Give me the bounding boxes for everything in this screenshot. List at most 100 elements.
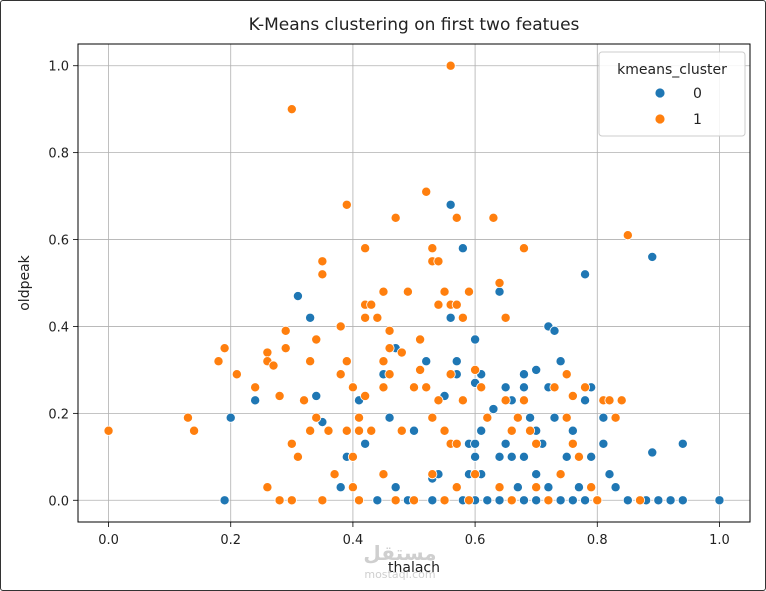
data-point-cluster-1 bbox=[525, 425, 536, 436]
data-point-cluster-1 bbox=[360, 390, 371, 401]
data-point-cluster-1 bbox=[494, 482, 505, 493]
data-point-cluster-1 bbox=[390, 212, 401, 223]
data-point-cluster-0 bbox=[470, 438, 481, 449]
data-point-cluster-0 bbox=[518, 382, 529, 393]
data-point-cluster-0 bbox=[372, 495, 383, 506]
data-point-cluster-1 bbox=[274, 495, 285, 506]
data-point-cluster-0 bbox=[610, 482, 621, 493]
data-point-cluster-1 bbox=[384, 325, 395, 336]
data-point-cluster-1 bbox=[372, 312, 383, 323]
data-point-cluster-1 bbox=[347, 482, 358, 493]
data-point-cluster-0 bbox=[561, 451, 572, 462]
data-point-cluster-1 bbox=[354, 425, 365, 436]
data-point-cluster-1 bbox=[500, 395, 511, 406]
watermark-text: مستقل bbox=[363, 541, 436, 565]
data-point-cluster-0 bbox=[219, 495, 230, 506]
y-axis-title: oldpeak bbox=[17, 254, 33, 310]
data-point-cluster-0 bbox=[512, 482, 523, 493]
data-point-cluster-1 bbox=[561, 412, 572, 423]
data-point-cluster-0 bbox=[421, 356, 432, 367]
data-point-cluster-1 bbox=[341, 425, 352, 436]
x-tick-label: 0.6 bbox=[465, 533, 486, 548]
data-point-cluster-0 bbox=[543, 482, 554, 493]
data-point-cluster-0 bbox=[445, 312, 456, 323]
data-point-cluster-0 bbox=[518, 451, 529, 462]
data-point-cluster-1 bbox=[182, 412, 193, 423]
data-point-cluster-0 bbox=[476, 425, 487, 436]
y-tick-label: 1.0 bbox=[48, 60, 69, 75]
data-point-cluster-1 bbox=[286, 495, 297, 506]
data-point-cluster-0 bbox=[567, 495, 578, 506]
x-tick-label: 0.4 bbox=[343, 533, 364, 548]
data-point-cluster-1 bbox=[567, 438, 578, 449]
data-point-cluster-1 bbox=[103, 425, 114, 436]
data-point-cluster-1 bbox=[543, 495, 554, 506]
data-point-cluster-1 bbox=[311, 334, 322, 345]
data-point-cluster-1 bbox=[445, 60, 456, 71]
data-point-cluster-1 bbox=[518, 243, 529, 254]
data-point-cluster-1 bbox=[457, 395, 468, 406]
data-point-cluster-1 bbox=[451, 438, 462, 449]
data-point-cluster-1 bbox=[280, 325, 291, 336]
data-point-cluster-0 bbox=[567, 425, 578, 436]
x-tick-label: 1.0 bbox=[709, 533, 730, 548]
data-point-cluster-0 bbox=[653, 495, 664, 506]
data-point-cluster-1 bbox=[189, 425, 200, 436]
data-point-cluster-0 bbox=[555, 356, 566, 367]
data-point-cluster-1 bbox=[604, 395, 615, 406]
data-point-cluster-0 bbox=[250, 395, 261, 406]
data-point-cluster-1 bbox=[378, 286, 389, 297]
data-point-cluster-0 bbox=[647, 251, 658, 262]
data-point-cluster-0 bbox=[292, 291, 303, 302]
data-point-cluster-0 bbox=[457, 243, 468, 254]
data-point-cluster-0 bbox=[482, 495, 493, 506]
data-point-cluster-0 bbox=[580, 395, 591, 406]
data-point-cluster-1 bbox=[445, 369, 456, 380]
data-point-cluster-1 bbox=[366, 425, 377, 436]
legend-box bbox=[598, 51, 746, 137]
data-point-cluster-1 bbox=[451, 212, 462, 223]
plot-area bbox=[77, 43, 751, 523]
data-point-cluster-1 bbox=[421, 382, 432, 393]
data-point-cluster-1 bbox=[335, 321, 346, 332]
data-point-cluster-0 bbox=[604, 469, 615, 480]
data-point-cluster-0 bbox=[518, 369, 529, 380]
y-tick-label: 0.8 bbox=[48, 147, 69, 162]
data-point-cluster-0 bbox=[390, 482, 401, 493]
data-point-cluster-1 bbox=[433, 256, 444, 267]
x-axis-title: thalach bbox=[388, 560, 440, 576]
data-point-cluster-1 bbox=[518, 395, 529, 406]
data-point-cluster-1 bbox=[378, 356, 389, 367]
data-point-cluster-1 bbox=[451, 299, 462, 310]
data-point-cluster-1 bbox=[622, 230, 633, 241]
data-point-cluster-0 bbox=[665, 495, 676, 506]
data-point-cluster-0 bbox=[598, 412, 609, 423]
data-point-cluster-1 bbox=[421, 186, 432, 197]
data-point-cluster-1 bbox=[347, 382, 358, 393]
data-point-cluster-0 bbox=[305, 312, 316, 323]
data-point-cluster-1 bbox=[274, 390, 285, 401]
data-point-cluster-1 bbox=[439, 495, 450, 506]
y-tick-label: 0.0 bbox=[48, 494, 69, 509]
data-point-cluster-0 bbox=[384, 412, 395, 423]
data-point-cluster-1 bbox=[366, 299, 377, 310]
data-point-cluster-0 bbox=[555, 495, 566, 506]
data-point-cluster-1 bbox=[427, 243, 438, 254]
data-point-cluster-1 bbox=[531, 438, 542, 449]
data-point-cluster-0 bbox=[494, 451, 505, 462]
x-axis-ticks: 0.0 0.2 0.4 0.6 0.8 1.0 bbox=[98, 522, 730, 548]
data-point-cluster-0 bbox=[586, 451, 597, 462]
data-point-cluster-1 bbox=[580, 382, 591, 393]
data-point-cluster-1 bbox=[439, 425, 450, 436]
data-point-cluster-0 bbox=[225, 412, 236, 423]
data-point-cluster-1 bbox=[286, 438, 297, 449]
data-point-cluster-1 bbox=[231, 369, 242, 380]
data-point-cluster-1 bbox=[494, 277, 505, 288]
data-point-cluster-1 bbox=[427, 469, 438, 480]
data-point-cluster-1 bbox=[292, 451, 303, 462]
data-point-cluster-1 bbox=[506, 495, 517, 506]
data-point-cluster-1 bbox=[635, 495, 646, 506]
data-point-cluster-1 bbox=[317, 269, 328, 280]
data-point-cluster-1 bbox=[378, 382, 389, 393]
